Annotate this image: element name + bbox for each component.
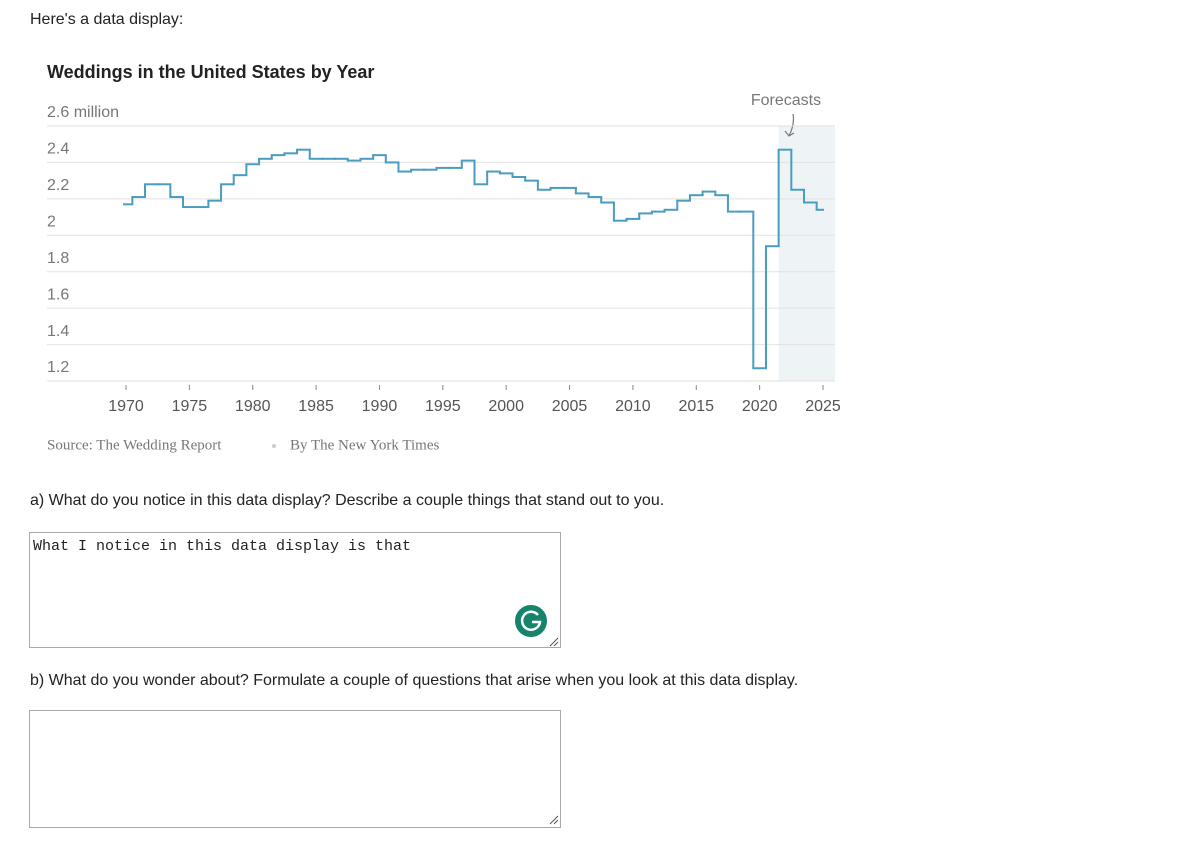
x-tick-label: 2000: [488, 398, 524, 415]
x-tick-label: 2025: [805, 398, 841, 415]
answer-a-text: What I notice in this data display is th…: [33, 538, 412, 555]
x-tick-label: 1980: [235, 398, 271, 415]
answer-a-textbox[interactable]: What I notice in this data display is th…: [29, 532, 561, 648]
y-tick-label: 2: [47, 214, 56, 231]
chart: Weddings in the United States by Year So…: [47, 62, 841, 453]
answer-b-textbox[interactable]: [29, 710, 561, 828]
chart-title: Weddings in the United States by Year: [47, 62, 374, 82]
y-tick-label: 1.8: [47, 250, 69, 267]
intro: Here's a data display:: [30, 11, 184, 28]
grammarly-icon[interactable]: [511, 601, 551, 641]
credit: By The New York Times: [290, 437, 440, 453]
resize-handle[interactable]: [549, 815, 559, 825]
y-tick-label: 2.4: [47, 141, 69, 158]
source: Source: The Wedding Report: [47, 437, 222, 453]
x-tick-label: 1970: [108, 398, 144, 415]
x-tick-label: 1985: [298, 398, 334, 415]
separator: [272, 444, 276, 448]
x-tick-label: 1990: [362, 398, 398, 415]
x-tick-label: 2010: [615, 398, 651, 415]
resize-handle[interactable]: [549, 637, 559, 647]
y-tick-label: 1.6: [47, 286, 69, 303]
y-tick-label: 2.6 million: [47, 104, 119, 121]
question-b: b) What do you wonder about? Formulate a…: [30, 672, 799, 689]
y-tick-label: 1.4: [47, 323, 69, 340]
question-a: a) What do you notice in this data displ…: [30, 492, 665, 509]
x-tick-label: 2020: [742, 398, 778, 415]
x-tick-label: 1975: [172, 398, 208, 415]
forecast-shade: [778, 126, 835, 381]
forecast-arrow: [784, 113, 795, 137]
x-tick-label: 1995: [425, 398, 461, 415]
x-tick-label: 2015: [678, 398, 714, 415]
forecast-label: Forecasts: [751, 92, 821, 109]
y-tick-label: 1.2: [47, 359, 69, 376]
x-tick-label: 2005: [552, 398, 588, 415]
y-tick-label: 2.2: [47, 177, 69, 194]
